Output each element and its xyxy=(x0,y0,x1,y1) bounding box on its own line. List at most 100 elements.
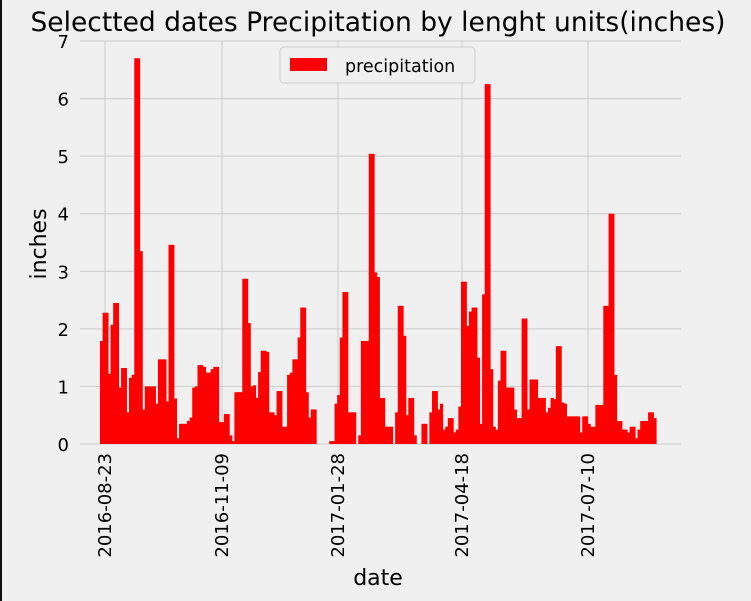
bar xyxy=(260,350,264,444)
bar xyxy=(590,426,594,444)
bar xyxy=(223,414,228,444)
bar xyxy=(550,397,554,444)
x-tick-label: 2016-11-09 xyxy=(212,453,233,558)
bar xyxy=(300,307,304,444)
bar xyxy=(421,423,425,444)
bar xyxy=(410,397,415,444)
x-tick-label: 2017-01-28 xyxy=(328,453,349,558)
bar xyxy=(271,412,275,444)
bar xyxy=(434,391,438,444)
bar xyxy=(192,387,196,444)
bar xyxy=(255,397,259,444)
bar xyxy=(587,423,591,444)
bar xyxy=(105,312,109,444)
bar xyxy=(184,423,188,444)
bar xyxy=(276,391,280,444)
bar xyxy=(302,307,307,444)
bar xyxy=(239,392,243,444)
bar xyxy=(287,374,291,444)
bar xyxy=(113,302,117,444)
bar xyxy=(179,423,183,444)
bar xyxy=(221,422,225,444)
bar xyxy=(186,420,191,444)
bar xyxy=(234,392,238,444)
bar xyxy=(329,441,333,444)
bar xyxy=(134,58,138,445)
bar xyxy=(521,318,525,444)
bar xyxy=(268,412,272,444)
bar xyxy=(561,402,565,444)
bar xyxy=(155,403,159,444)
bar xyxy=(608,213,612,444)
x-tick-label: 2017-04-18 xyxy=(452,453,473,558)
bar xyxy=(389,426,394,444)
bar xyxy=(352,412,357,444)
bar xyxy=(387,426,391,444)
bar xyxy=(563,403,568,444)
bar xyxy=(450,418,454,444)
bar xyxy=(200,365,204,444)
bar xyxy=(237,392,241,444)
bar xyxy=(605,305,610,444)
bar xyxy=(447,418,452,444)
bar xyxy=(576,416,581,444)
bar xyxy=(339,337,344,444)
bar xyxy=(582,416,586,444)
bar xyxy=(613,374,618,444)
bar xyxy=(397,305,401,444)
bar xyxy=(624,429,628,444)
bar xyxy=(458,406,462,444)
bar xyxy=(484,84,488,445)
bar xyxy=(110,324,114,444)
bar xyxy=(629,426,633,444)
y-tick-label: 3 xyxy=(58,262,69,283)
bar xyxy=(173,398,178,444)
bar xyxy=(136,58,141,445)
bar xyxy=(637,429,641,444)
bar xyxy=(553,399,557,444)
bar xyxy=(489,369,494,444)
legend-swatch xyxy=(290,58,327,71)
bar xyxy=(455,429,459,444)
bar xyxy=(634,438,639,444)
bar xyxy=(461,281,465,444)
bar xyxy=(584,416,589,444)
bar xyxy=(334,403,338,444)
bar xyxy=(400,305,404,444)
bar xyxy=(281,426,286,444)
bar xyxy=(598,404,602,444)
bar xyxy=(653,418,657,444)
bar xyxy=(545,412,549,444)
y-axis-label: inches xyxy=(27,208,52,279)
bar xyxy=(516,418,520,444)
bar xyxy=(511,387,515,444)
bar xyxy=(569,416,573,444)
bar xyxy=(479,423,483,444)
bar xyxy=(505,387,510,444)
bar xyxy=(640,420,644,444)
legend: precipitation xyxy=(279,46,476,84)
bar xyxy=(229,435,233,444)
bar xyxy=(524,318,528,444)
bar xyxy=(231,441,235,444)
bar xyxy=(611,213,615,444)
bar xyxy=(363,340,367,444)
bar xyxy=(266,351,270,444)
legend-box xyxy=(279,46,476,84)
bar xyxy=(537,397,541,444)
bar xyxy=(542,397,546,444)
bar xyxy=(497,380,502,444)
bar xyxy=(118,387,122,444)
bar xyxy=(566,416,570,444)
bar xyxy=(310,409,315,444)
bar xyxy=(482,294,486,444)
bar xyxy=(247,323,251,444)
bar xyxy=(250,386,254,444)
bar xyxy=(595,404,599,444)
bar xyxy=(213,366,217,444)
bar xyxy=(308,417,312,444)
bar xyxy=(555,346,560,444)
bar xyxy=(126,412,130,444)
bar xyxy=(358,435,362,444)
bar xyxy=(547,407,552,444)
